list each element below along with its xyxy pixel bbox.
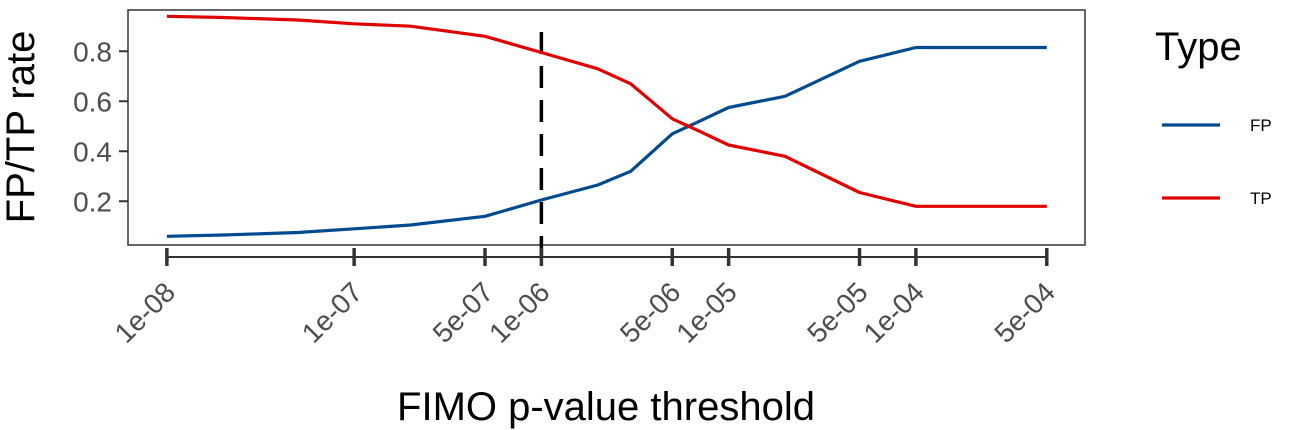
x-tick-label: 1e-07 <box>296 276 369 349</box>
plot-panel <box>127 9 1086 246</box>
y-tick-label: 0.2 <box>73 186 112 217</box>
x-tick-label: 1e-08 <box>109 276 182 349</box>
x-tick-label: 5e-04 <box>988 276 1061 349</box>
series-line-fp <box>166 45 1047 238</box>
x-tick-label: 5e-05 <box>801 276 874 349</box>
legend-label-fp: FP <box>1250 116 1272 135</box>
x-axis-title: FIMO p-value threshold <box>397 385 815 429</box>
legend-title: Type <box>1155 25 1242 69</box>
x-tick-label: 5e-06 <box>614 276 687 349</box>
x-tick-label: 5e-07 <box>427 276 500 349</box>
y-tick-label: 0.8 <box>73 36 112 67</box>
series-line-tp <box>166 14 1047 208</box>
y-tick-label: 0.4 <box>73 136 112 167</box>
x-tick-label: 1e-06 <box>483 276 556 349</box>
x-tick-label: 1e-05 <box>670 276 743 349</box>
legend-label-tp: TP <box>1250 189 1272 208</box>
y-tick-label: 0.6 <box>73 86 112 117</box>
x-tick-label: 1e-04 <box>858 276 931 349</box>
y-axis-title: FP/TP rate <box>0 31 43 224</box>
